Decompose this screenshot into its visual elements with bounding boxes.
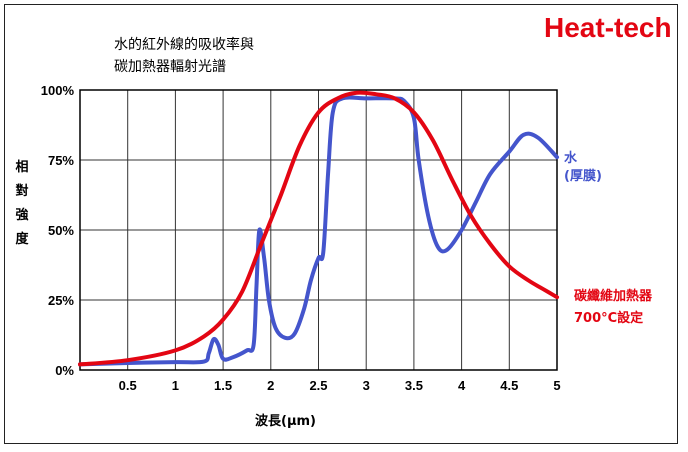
plot-border xyxy=(79,89,558,371)
y-axis-label-char: 度 xyxy=(15,232,29,247)
x-tick-label: 4.5 xyxy=(500,378,518,393)
x-tick-label: 3 xyxy=(363,378,370,393)
x-tick-label: 3.5 xyxy=(405,378,423,393)
legend-water: 水 (厚膜) xyxy=(564,150,602,186)
series-line-heater xyxy=(78,90,559,367)
chart-title-line-2: 碳加熱器輻射光譜 xyxy=(114,59,226,75)
y-axis-label-char: 強 xyxy=(15,208,29,223)
x-tick-label: 0.5 xyxy=(119,378,137,393)
y-tick-label: 25% xyxy=(48,293,74,308)
legend-heater: 碳纖維加熱器 700°C設定 xyxy=(574,286,652,330)
x-tick-label: 1.5 xyxy=(214,378,232,393)
legend-water-line-1: 水 xyxy=(564,151,578,166)
x-tick-label: 5 xyxy=(553,378,560,393)
x-axis-label: 波長(μm) xyxy=(255,414,316,429)
x-tick-label: 1 xyxy=(172,378,179,393)
x-tick-label: 4 xyxy=(458,378,466,393)
x-tick-label: 2.5 xyxy=(309,378,327,393)
legend-heater-line-2: 700°C設定 xyxy=(574,311,644,326)
legend-heater-line-1: 碳纖維加熱器 xyxy=(574,289,653,304)
y-tick-label: 50% xyxy=(48,223,74,238)
x-tick-label: 2 xyxy=(267,378,274,393)
y-axis-label-char: 對 xyxy=(15,184,29,199)
chart-title-line-1: 水的紅外線的吸收率與 xyxy=(114,37,254,53)
y-axis-label-char: 相 xyxy=(15,160,29,175)
series-line-water xyxy=(78,95,559,367)
y-tick-label: 100% xyxy=(41,83,75,98)
y-tick-label: 0% xyxy=(55,363,74,378)
chart-title: 水的紅外線的吸收率與 碳加熱器輻射光譜 xyxy=(114,34,254,78)
y-axis-label: 相 對 強 度 xyxy=(12,156,32,252)
legend-water-line-2: (厚膜) xyxy=(564,169,602,184)
brand-logo: Heat-tech xyxy=(544,12,672,43)
y-tick-label: 75% xyxy=(48,153,74,168)
